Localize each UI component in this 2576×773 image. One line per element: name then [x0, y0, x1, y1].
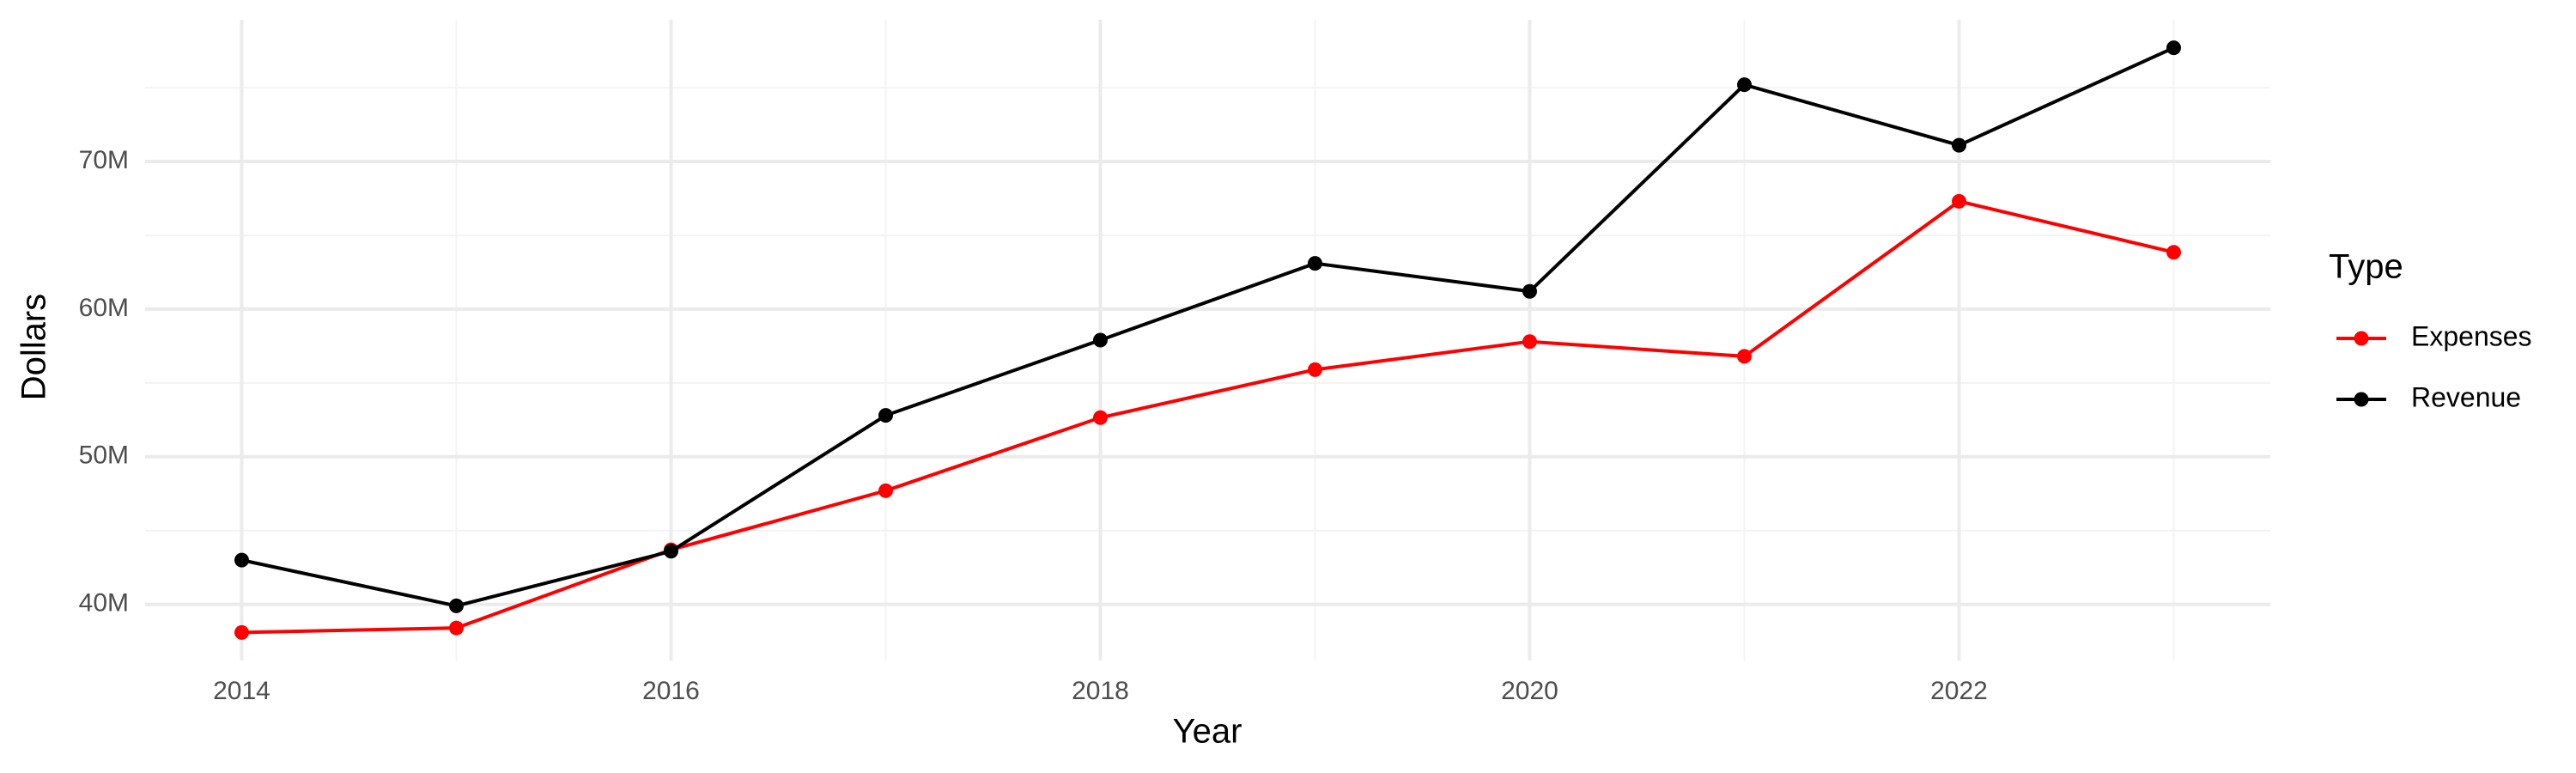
y-tick-label: 70M — [79, 146, 129, 174]
x-tick-label: 2020 — [1501, 677, 1558, 705]
legend-label: Expenses — [2411, 320, 2532, 351]
data-point — [1522, 334, 1537, 350]
y-tick-label: 40M — [79, 589, 129, 618]
data-point — [1737, 77, 1752, 93]
x-tick-label: 2014 — [213, 677, 270, 705]
data-point — [1308, 362, 1322, 377]
series-line — [241, 46, 2175, 608]
series-line — [241, 199, 2174, 635]
data-point — [1737, 349, 1752, 364]
data-point — [1093, 332, 1108, 348]
x-tick-label: 2016 — [642, 677, 700, 705]
y-axis-title: Dollars — [15, 294, 53, 400]
data-point — [1952, 137, 1966, 153]
data-point — [1952, 193, 1966, 209]
data-point — [2166, 40, 2181, 56]
data-point — [2166, 245, 2181, 260]
data-point — [449, 598, 464, 613]
data-point — [449, 620, 464, 636]
y-tick-label: 50M — [79, 441, 129, 470]
data-point — [234, 552, 249, 568]
legend-title: Type — [2329, 248, 2403, 286]
data-point — [878, 408, 893, 423]
x-axis-title: Year — [1173, 713, 1242, 751]
data-point — [664, 544, 678, 559]
data-point — [1308, 256, 1322, 271]
legend-key-point — [2354, 331, 2369, 346]
data-point — [1522, 283, 1537, 299]
x-tick-label: 2018 — [1072, 677, 1129, 705]
x-tick-label: 2022 — [1930, 677, 1988, 705]
data-point — [1093, 410, 1108, 425]
data-point — [878, 483, 893, 498]
data-point — [234, 624, 249, 640]
y-tick-label: 60M — [79, 294, 129, 322]
legend-key-point — [2354, 392, 2369, 407]
legend-label: Revenue — [2411, 381, 2521, 412]
